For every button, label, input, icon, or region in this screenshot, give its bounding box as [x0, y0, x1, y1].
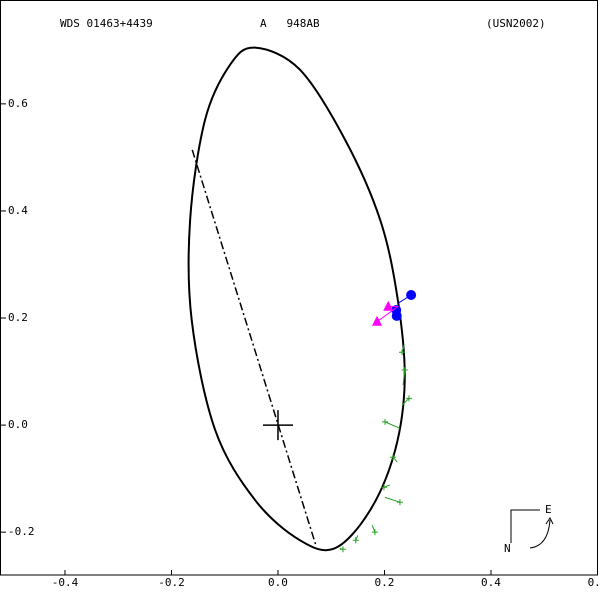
observation-plus — [390, 454, 397, 461]
residual-line — [401, 397, 410, 406]
residual-line — [392, 456, 398, 463]
observation-circle — [406, 289, 417, 300]
compass-east: E — [545, 503, 552, 516]
observation-plus — [401, 366, 408, 373]
header-left: WDS 01463+4439 — [60, 17, 153, 30]
observation-plus — [399, 349, 406, 356]
y-tick-label: 0.4 — [8, 204, 28, 217]
orbit — [187, 46, 406, 552]
residual-line — [384, 421, 401, 429]
y-tick-label: 0.6 — [8, 97, 28, 110]
y-tick-label: -0.2 — [8, 525, 35, 538]
plot-frame — [0, 0, 598, 576]
x-tick-label: 0.6 — [588, 576, 600, 589]
header-right: (USN2002) — [486, 17, 546, 30]
observation-plus — [371, 529, 378, 536]
residual-line — [376, 305, 399, 323]
y-tick-label: 0.0 — [8, 418, 28, 431]
x-tick-label: -0.4 — [52, 576, 79, 589]
compass-north: N — [504, 542, 511, 555]
x-tick-label: -0.2 — [158, 576, 185, 589]
observation-circle — [391, 310, 402, 321]
compass-arrow — [529, 517, 554, 549]
primary-star — [262, 410, 293, 441]
observation-plus — [396, 499, 403, 506]
observation-plus — [380, 484, 387, 491]
x-tick-label: 0.0 — [268, 576, 288, 589]
observation-triangle — [372, 315, 383, 326]
y-tick-label: 0.2 — [8, 311, 28, 324]
residual-line — [384, 496, 401, 503]
line-of-nodes — [191, 149, 317, 546]
compass-frame — [510, 509, 540, 543]
compass: E N — [504, 503, 554, 555]
header-center: A 948AB — [260, 17, 320, 30]
observation-plus — [382, 418, 389, 425]
x-tick-label: 0.2 — [375, 576, 395, 589]
observation-plus — [339, 546, 346, 553]
observation-plus — [352, 537, 359, 544]
observation-plus — [405, 395, 412, 402]
observation-triangle — [383, 300, 394, 311]
x-tick-label: 0.4 — [481, 576, 501, 589]
